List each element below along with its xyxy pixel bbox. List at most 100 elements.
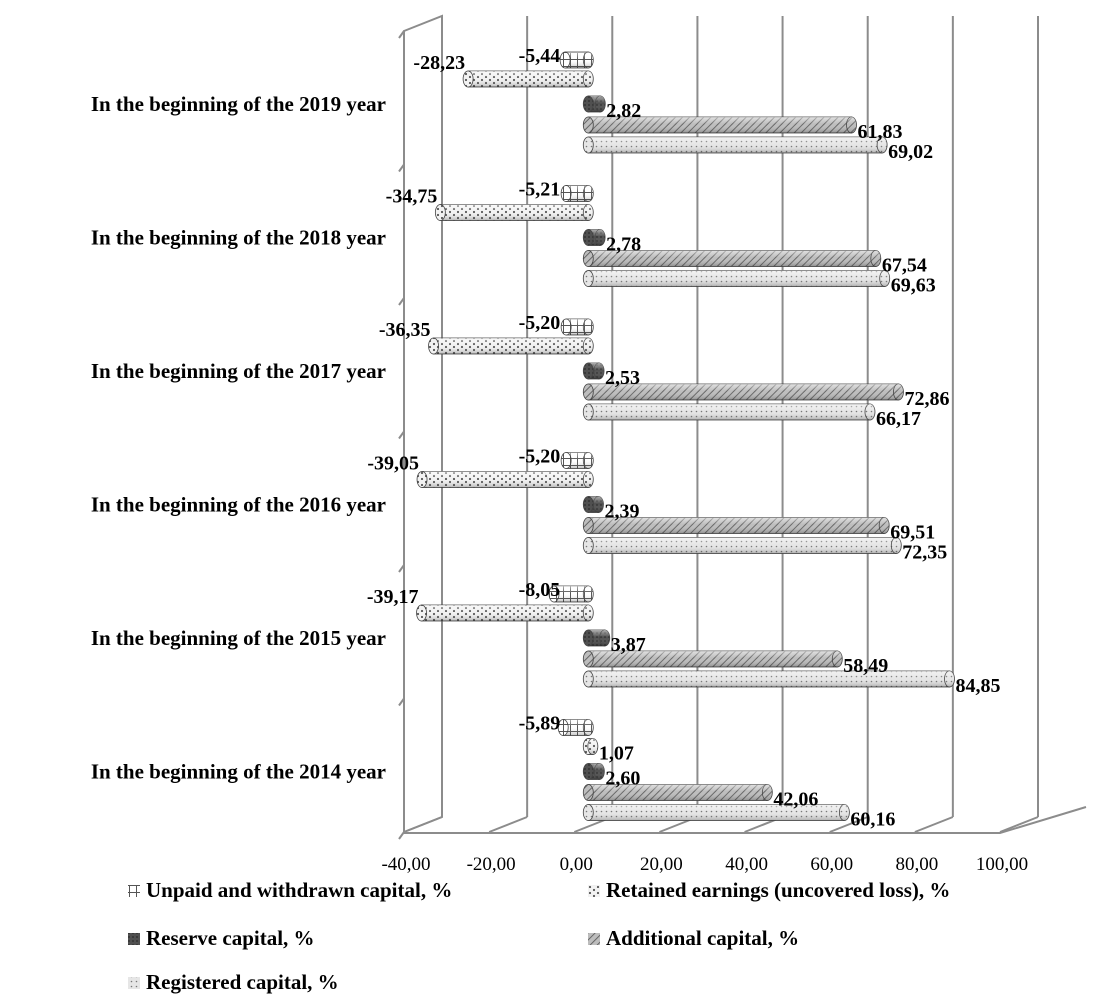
data-label: -5,44 xyxy=(519,45,561,67)
data-label: 60,16 xyxy=(850,809,895,831)
category-tick xyxy=(398,30,405,39)
x-tick-label: 100,00 xyxy=(976,854,1028,875)
legend-swatch xyxy=(128,885,140,897)
legend-item-reserve-capital: Reserve capital, % xyxy=(128,926,315,950)
data-label: -39,17 xyxy=(367,586,419,608)
data-label: 61,83 xyxy=(858,121,903,143)
data-label: -28,23 xyxy=(413,52,465,74)
data-label: -8,05 xyxy=(519,579,561,601)
legend-item-additional-capital: Additional capital, % xyxy=(588,926,799,950)
legend-swatch xyxy=(128,977,140,989)
data-label: -5,20 xyxy=(519,446,561,468)
category-tick xyxy=(398,297,405,306)
data-label: 67,54 xyxy=(882,255,927,277)
legend-label: Registered capital, % xyxy=(146,970,339,994)
bar-registered-capital-0 xyxy=(582,804,850,821)
data-label: 66,17 xyxy=(876,408,921,430)
legend-item-retained-earnings-uncovered-loss: Retained earnings (uncovered loss), % xyxy=(588,878,950,902)
category-tick xyxy=(398,831,405,840)
bar-unpaid-and-withdrawn-capital-3 xyxy=(560,318,594,336)
bar-additional-capital-3 xyxy=(582,383,904,401)
bar-additional-capital-2 xyxy=(582,517,890,534)
data-label: -34,75 xyxy=(386,186,438,208)
category-label-in-the-beginning-of-the-2017-year: In the beginning of the 2017 year xyxy=(91,359,386,383)
bar-registered-capital-4 xyxy=(582,270,891,287)
bar-reserve-capital-3 xyxy=(582,362,605,380)
bar-unpaid-and-withdrawn-capital-4 xyxy=(560,185,594,202)
data-label: 42,06 xyxy=(773,789,818,811)
legend-label: Reserve capital, % xyxy=(146,926,315,950)
gridline-floor xyxy=(403,816,443,833)
data-label: 2,82 xyxy=(606,100,641,122)
category-tick xyxy=(398,697,405,707)
bar-additional-capital-4 xyxy=(582,250,882,267)
bar-additional-capital-0 xyxy=(582,784,773,801)
labels: -40,00 -20,00 0,00 20,00 40,00 60,00 80,00 100,… xyxy=(91,45,1028,875)
data-label: 72,86 xyxy=(904,388,949,410)
legend-label: Retained earnings (uncovered loss), % xyxy=(606,878,950,902)
legend-item-registered-capital: Registered capital, % xyxy=(128,970,339,994)
data-label: 69,02 xyxy=(888,141,933,163)
left-wall xyxy=(403,14,443,833)
x-tick-label: 0,00 xyxy=(560,854,593,875)
category-tick xyxy=(398,163,405,173)
bar-unpaid-and-withdrawn-capital-0 xyxy=(557,719,594,736)
data-label: -5,20 xyxy=(519,312,561,334)
x-tick-label: -40,00 xyxy=(381,854,430,875)
bar-retained-earnings-uncovered-loss-0 xyxy=(582,738,599,755)
bar-retained-earnings-uncovered-loss-1 xyxy=(416,604,594,622)
data-label: 69,51 xyxy=(890,522,935,544)
bar-additional-capital-1 xyxy=(582,650,843,668)
data-label: -39,05 xyxy=(367,453,419,475)
bar-registered-capital-3 xyxy=(582,403,876,421)
bar-retained-earnings-uncovered-loss-3 xyxy=(428,337,594,355)
bar-unpaid-and-withdrawn-capital-2 xyxy=(560,452,594,469)
category-tick xyxy=(398,430,405,440)
bar-reserve-capital-2 xyxy=(582,496,604,513)
x-tick-label: 80,00 xyxy=(895,854,938,875)
data-label: 2,78 xyxy=(606,234,641,256)
bar-reserve-capital-0 xyxy=(582,763,605,780)
gridline-floor xyxy=(914,816,954,833)
data-label: 1,07 xyxy=(599,743,634,765)
bar-unpaid-and-withdrawn-capital-5 xyxy=(559,51,594,69)
category-label-in-the-beginning-of-the-2018-year: In the beginning of the 2018 year xyxy=(91,226,386,250)
legend-swatch xyxy=(588,933,600,945)
data-label: 84,85 xyxy=(956,675,1001,697)
gridline-floor xyxy=(488,816,528,833)
data-label: 72,35 xyxy=(902,542,947,564)
category-label-in-the-beginning-of-the-2016-year: In the beginning of the 2016 year xyxy=(91,493,386,517)
data-label: 3,87 xyxy=(611,634,646,656)
bar-registered-capital-1 xyxy=(582,670,955,688)
bar-reserve-capital-5 xyxy=(582,95,606,113)
x-tick-label: 60,00 xyxy=(810,854,853,875)
legend: Unpaid and withdrawn capital, % Retained … xyxy=(128,878,950,994)
bar-retained-earnings-uncovered-loss-2 xyxy=(416,471,594,488)
legend-swatch xyxy=(588,885,600,897)
legend-swatch xyxy=(128,933,140,945)
gridline-floor xyxy=(829,816,869,833)
data-label: 58,49 xyxy=(843,655,888,677)
data-label: -5,89 xyxy=(519,713,561,735)
bar-reserve-capital-1 xyxy=(582,629,611,647)
data-label: 69,63 xyxy=(891,275,936,297)
bar-registered-capital-2 xyxy=(582,537,902,554)
data-label: 2,39 xyxy=(604,501,639,523)
legend-item-unpaid-and-withdrawn-capital: Unpaid and withdrawn capital, % xyxy=(128,878,452,902)
bar-additional-capital-5 xyxy=(582,116,857,134)
data-label: 2,53 xyxy=(605,367,640,389)
legend-label: Additional capital, % xyxy=(606,926,799,950)
legend-label: Unpaid and withdrawn capital, % xyxy=(146,878,452,902)
bar-retained-earnings-uncovered-loss-5 xyxy=(462,70,594,88)
x-tick-label: 40,00 xyxy=(725,854,768,875)
data-label: -36,35 xyxy=(379,319,431,341)
category-label-in-the-beginning-of-the-2014-year: In the beginning of the 2014 year xyxy=(91,760,386,784)
category-label-in-the-beginning-of-the-2015-year: In the beginning of the 2015 year xyxy=(91,626,386,650)
floor-edge xyxy=(404,806,1087,834)
data-label: 2,60 xyxy=(605,768,640,790)
gridline-floor xyxy=(999,816,1039,833)
x-tick-label: -20,00 xyxy=(467,854,516,875)
bar-unpaid-and-withdrawn-capital-1 xyxy=(548,585,594,603)
bar-retained-earnings-uncovered-loss-4 xyxy=(434,204,594,221)
